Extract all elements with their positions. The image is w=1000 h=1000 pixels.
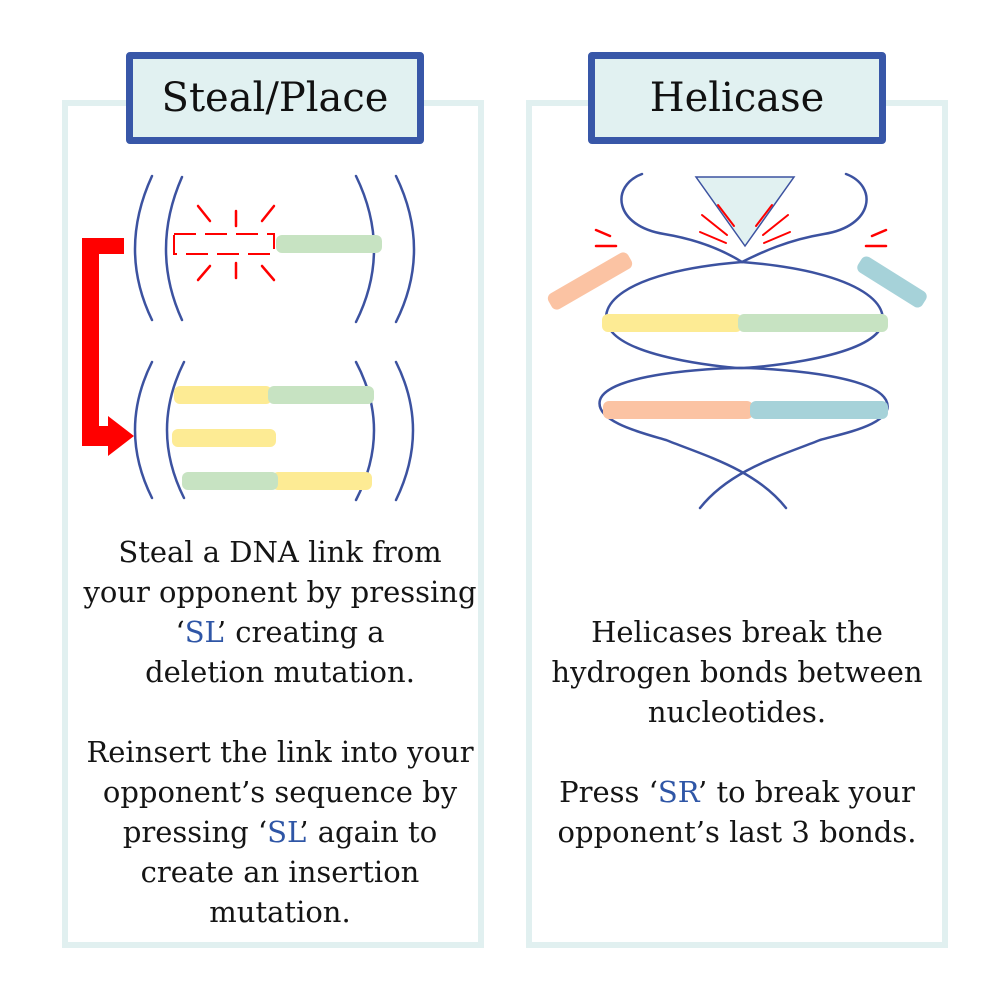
nucleotide-orange-pair2 bbox=[603, 401, 753, 419]
nucleotide-yellow-inserted bbox=[172, 429, 276, 447]
nucleotide-green-pair1 bbox=[738, 314, 888, 332]
helicase-illustration bbox=[547, 172, 927, 510]
steal-place-description: Steal a DNA link from your opponent by p… bbox=[83, 535, 477, 929]
helicase-title: Helicase bbox=[588, 52, 886, 144]
nucleotide-green-top bbox=[276, 235, 382, 253]
double-helix bbox=[604, 260, 889, 510]
steal-place-illustration bbox=[82, 174, 416, 502]
dna-strand-top-right-outer bbox=[394, 174, 416, 324]
helicase-enzyme-icon bbox=[694, 176, 796, 248]
dna-strand-bottom-right-outer bbox=[394, 360, 415, 502]
dna-strand-top-left-outer bbox=[133, 174, 154, 322]
helicase-panel bbox=[526, 100, 948, 948]
steal-place-title: Steal/Place bbox=[126, 52, 424, 144]
helicase-burst-lines bbox=[699, 204, 791, 244]
steal-key-label: SL bbox=[184, 615, 217, 649]
helicase-description: Helicases break the hydrogen bonds betwe… bbox=[551, 615, 923, 849]
nucleotide-yellow-pair1 bbox=[602, 314, 742, 332]
place-key-label: SL bbox=[267, 815, 300, 849]
nucleotide-blue-pair2 bbox=[750, 401, 888, 419]
nucleotide-yellow-row3 bbox=[272, 472, 372, 490]
nucleotide-yellow-row1 bbox=[174, 386, 272, 404]
helicase-key-label: SR bbox=[657, 775, 699, 809]
missing-link-outline bbox=[173, 233, 275, 255]
dna-strand-bottom-left-inner bbox=[165, 360, 186, 500]
nucleotide-green-row1 bbox=[268, 386, 374, 404]
unwound-strand-right bbox=[740, 172, 868, 264]
nucleotide-green-row3 bbox=[182, 472, 278, 490]
dna-strand-top-left-inner bbox=[164, 175, 184, 322]
dna-strand-bottom-left-outer bbox=[133, 360, 154, 500]
move-arrow-icon bbox=[82, 238, 134, 456]
break-burst-lines bbox=[196, 204, 276, 282]
released-nucleotide-blue bbox=[857, 256, 927, 308]
bond-break-burst-lines bbox=[594, 228, 888, 248]
double-helix-complement bbox=[598, 260, 884, 510]
released-nucleotide-orange bbox=[547, 252, 633, 310]
unwound-strand-left bbox=[620, 172, 744, 264]
